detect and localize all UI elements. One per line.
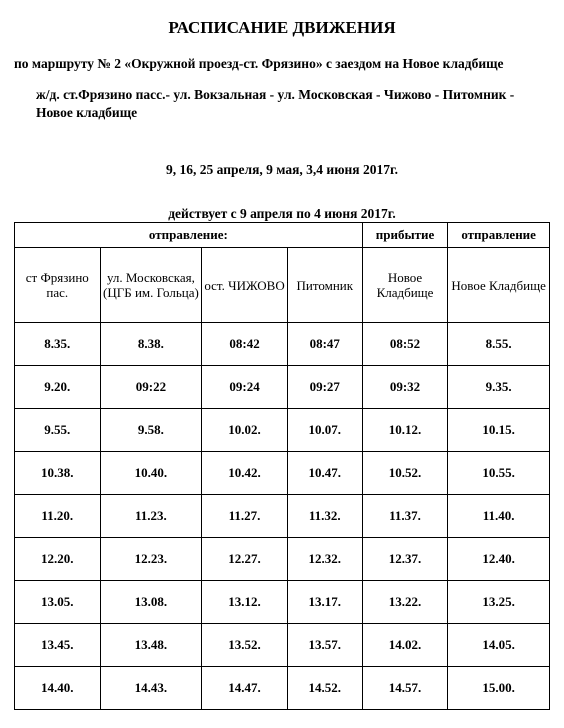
table-cell: 10.12. xyxy=(362,409,448,452)
table-cell: 12.27. xyxy=(202,538,288,581)
table-cell: 11.23. xyxy=(100,495,202,538)
table-cell: 08:47 xyxy=(287,323,362,366)
section-departure2: отправление xyxy=(448,223,550,248)
table-cell: 09:27 xyxy=(287,366,362,409)
table-cell: 10.47. xyxy=(287,452,362,495)
table-body: 8.35.8.38.08:4208:4708:528.55.9.20.09:22… xyxy=(15,323,550,710)
section-arrival: прибытие xyxy=(362,223,448,248)
table-row: 13.45.13.48.13.52.13.57.14.02.14.05. xyxy=(15,624,550,667)
table-cell: 09:24 xyxy=(202,366,288,409)
table-cell: 12.40. xyxy=(448,538,550,581)
table-cell: 12.32. xyxy=(287,538,362,581)
page-title: РАСПИСАНИЕ ДВИЖЕНИЯ xyxy=(14,18,550,38)
table-cell: 9.55. xyxy=(15,409,101,452)
table-cell: 12.37. xyxy=(362,538,448,581)
table-cell: 13.12. xyxy=(202,581,288,624)
table-row: 8.35.8.38.08:4208:4708:528.55. xyxy=(15,323,550,366)
table-cell: 10.52. xyxy=(362,452,448,495)
table-cell: 14.05. xyxy=(448,624,550,667)
column-header: Питомник xyxy=(287,248,362,323)
table-cell: 10.38. xyxy=(15,452,101,495)
table-row: 14.40.14.43.14.47.14.52.14.57.15.00. xyxy=(15,667,550,710)
route-description: ж/д. ст.Фрязино пасс.- ул. Вокзальная - … xyxy=(36,86,528,122)
table-cell: 11.20. xyxy=(15,495,101,538)
table-cell: 14.57. xyxy=(362,667,448,710)
column-header: ост. ЧИЖОВО xyxy=(202,248,288,323)
table-cell: 08:42 xyxy=(202,323,288,366)
table-cell: 13.45. xyxy=(15,624,101,667)
table-cell: 13.25. xyxy=(448,581,550,624)
table-row: 10.38.10.40.10.42.10.47.10.52.10.55. xyxy=(15,452,550,495)
table-cell: 9.58. xyxy=(100,409,202,452)
table-cell: 13.52. xyxy=(202,624,288,667)
table-cell: 13.48. xyxy=(100,624,202,667)
table-cell: 9.35. xyxy=(448,366,550,409)
table-cell: 10.15. xyxy=(448,409,550,452)
table-cell: 12.20. xyxy=(15,538,101,581)
column-header-row: ст Фрязино пас.ул. Московская, (ЦГБ им. … xyxy=(15,248,550,323)
table-cell: 09:32 xyxy=(362,366,448,409)
table-cell: 9.20. xyxy=(15,366,101,409)
table-cell: 13.57. xyxy=(287,624,362,667)
table-cell: 8.35. xyxy=(15,323,101,366)
table-cell: 11.27. xyxy=(202,495,288,538)
section-departure: отправление: xyxy=(15,223,363,248)
table-cell: 8.38. xyxy=(100,323,202,366)
column-header: Новое Кладбище xyxy=(448,248,550,323)
section-header-row: отправление: прибытие отправление xyxy=(15,223,550,248)
table-cell: 11.40. xyxy=(448,495,550,538)
table-cell: 10.02. xyxy=(202,409,288,452)
table-cell: 14.47. xyxy=(202,667,288,710)
table-cell: 13.17. xyxy=(287,581,362,624)
table-row: 11.20.11.23.11.27.11.32.11.37.11.40. xyxy=(15,495,550,538)
valid-line: действует с 9 апреля по 4 июня 2017г. xyxy=(14,206,550,222)
table-cell: 13.22. xyxy=(362,581,448,624)
table-cell: 10.07. xyxy=(287,409,362,452)
column-header: ст Фрязино пас. xyxy=(15,248,101,323)
route-subtitle: по маршруту № 2 «Окружной проезд-ст. Фря… xyxy=(14,56,550,72)
table-row: 12.20.12.23.12.27.12.32.12.37.12.40. xyxy=(15,538,550,581)
table-cell: 10.55. xyxy=(448,452,550,495)
table-cell: 13.05. xyxy=(15,581,101,624)
table-cell: 15.00. xyxy=(448,667,550,710)
table-row: 9.55.9.58.10.02.10.07.10.12.10.15. xyxy=(15,409,550,452)
table-row: 9.20.09:2209:2409:2709:329.35. xyxy=(15,366,550,409)
table-cell: 14.43. xyxy=(100,667,202,710)
dates-line: 9, 16, 25 апреля, 9 мая, 3,4 июня 2017г. xyxy=(14,162,550,178)
table-row: 13.05.13.08.13.12.13.17.13.22.13.25. xyxy=(15,581,550,624)
table-cell: 14.52. xyxy=(287,667,362,710)
table-cell: 10.40. xyxy=(100,452,202,495)
column-header: Новое Кладбище xyxy=(362,248,448,323)
table-cell: 11.32. xyxy=(287,495,362,538)
table-cell: 12.23. xyxy=(100,538,202,581)
schedule-table: отправление: прибытие отправление ст Фря… xyxy=(14,222,550,710)
table-cell: 10.42. xyxy=(202,452,288,495)
table-cell: 14.40. xyxy=(15,667,101,710)
table-cell: 8.55. xyxy=(448,323,550,366)
table-cell: 14.02. xyxy=(362,624,448,667)
table-cell: 13.08. xyxy=(100,581,202,624)
column-header: ул. Московская, (ЦГБ им. Гольца) xyxy=(100,248,202,323)
table-cell: 11.37. xyxy=(362,495,448,538)
table-cell: 09:22 xyxy=(100,366,202,409)
table-cell: 08:52 xyxy=(362,323,448,366)
